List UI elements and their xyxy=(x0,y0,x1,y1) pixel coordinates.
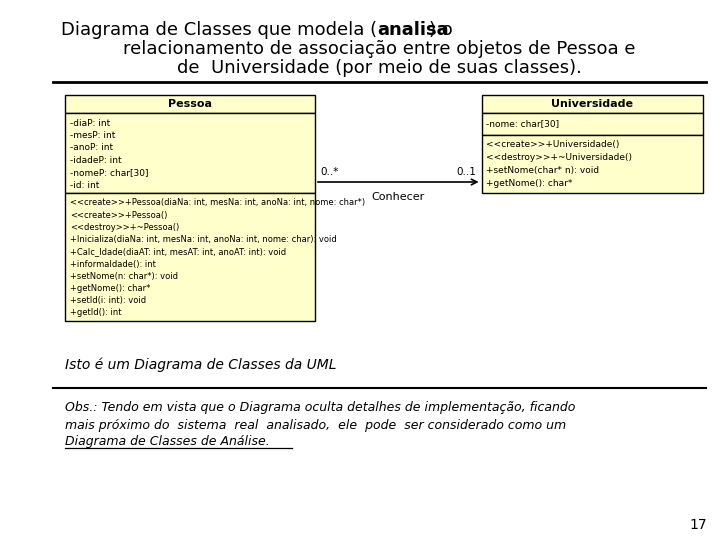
FancyBboxPatch shape xyxy=(66,95,315,113)
Text: -diaP: int: -diaP: int xyxy=(70,118,110,127)
Text: <<destroy>>+~Universidade(): <<destroy>>+~Universidade() xyxy=(486,153,632,163)
Text: de  Universidade (por meio de suas classes).: de Universidade (por meio de suas classe… xyxy=(177,59,582,77)
Text: -idadeP: int: -idadeP: int xyxy=(70,156,122,165)
Text: -anoP: int: -anoP: int xyxy=(70,144,113,152)
Text: mais próximo do  sistema  real  analisado,  ele  pode  ser considerado como um: mais próximo do sistema real analisado, … xyxy=(66,418,567,431)
Text: 17: 17 xyxy=(689,518,707,532)
Text: +setNome(n: char*): void: +setNome(n: char*): void xyxy=(70,272,178,281)
Text: +Calc_Idade(diaAT: int, mesAT: int, anoAT: int): void: +Calc_Idade(diaAT: int, mesAT: int, anoA… xyxy=(70,247,286,256)
Text: +setNome(char* n): void: +setNome(char* n): void xyxy=(486,166,599,176)
Text: 0..*: 0..* xyxy=(320,167,339,177)
FancyBboxPatch shape xyxy=(482,113,703,135)
Text: +Inicializa(diaNa: int, mesNa: int, anoNa: int, nome: char): void: +Inicializa(diaNa: int, mesNa: int, anoN… xyxy=(70,235,337,244)
Text: Conhecer: Conhecer xyxy=(372,192,425,202)
FancyBboxPatch shape xyxy=(66,193,315,321)
Text: Diagrama de Classes que modela (: Diagrama de Classes que modela ( xyxy=(61,21,377,39)
Text: +informaIdade(): int: +informaIdade(): int xyxy=(70,260,156,268)
Text: -mesP: int: -mesP: int xyxy=(70,131,115,140)
Text: Universidade: Universidade xyxy=(552,99,634,109)
Text: -nomeP: char[30]: -nomeP: char[30] xyxy=(70,168,148,178)
Text: +getNome(): char*: +getNome(): char* xyxy=(70,284,150,293)
Text: <<create>>+Universidade(): <<create>>+Universidade() xyxy=(486,140,620,150)
Text: <<create>>+Pessoa(): <<create>>+Pessoa() xyxy=(70,211,167,220)
Text: -id: int: -id: int xyxy=(70,181,99,190)
Text: <<destroy>>+~Pessoa(): <<destroy>>+~Pessoa() xyxy=(70,223,179,232)
Text: Isto é um Diagrama de Classes da UML: Isto é um Diagrama de Classes da UML xyxy=(66,357,337,372)
FancyBboxPatch shape xyxy=(66,113,315,193)
Text: ) o: ) o xyxy=(430,21,454,39)
FancyBboxPatch shape xyxy=(482,95,703,113)
Text: <<create>>+Pessoa(diaNa: int, mesNa: int, anoNa: int, nome: char*): <<create>>+Pessoa(diaNa: int, mesNa: int… xyxy=(70,199,365,207)
FancyBboxPatch shape xyxy=(482,135,703,193)
Text: analisa: analisa xyxy=(377,21,449,39)
Text: Obs.: Tendo em vista que o Diagrama oculta detalhes de implementação, ficando: Obs.: Tendo em vista que o Diagrama ocul… xyxy=(66,402,575,415)
Text: Diagrama de Classes de Análise.: Diagrama de Classes de Análise. xyxy=(66,435,270,449)
Text: -nome: char[30]: -nome: char[30] xyxy=(486,119,559,129)
Text: +getNome(): char*: +getNome(): char* xyxy=(486,179,572,188)
Text: +getId(): int: +getId(): int xyxy=(70,308,122,318)
Text: Pessoa: Pessoa xyxy=(168,99,212,109)
Text: relacionamento de associação entre objetos de Pessoa e: relacionamento de associação entre objet… xyxy=(123,40,636,58)
Text: +setId(i: int): void: +setId(i: int): void xyxy=(70,296,146,305)
Text: 0..1: 0..1 xyxy=(456,167,476,177)
